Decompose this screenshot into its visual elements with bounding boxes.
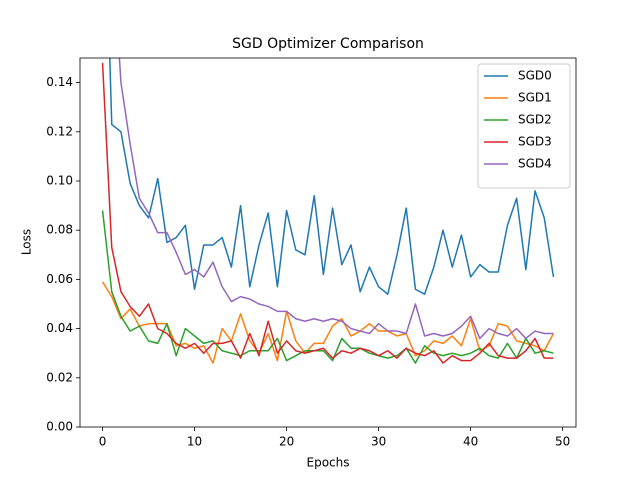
y-tick-label: 0.10 [46,174,73,188]
series-line [118,58,554,340]
x-tick-label: 0 [99,435,107,449]
series-line [109,58,555,295]
series-line [101,210,554,364]
y-tick-label: 0.08 [46,223,73,237]
x-tick-label: 40 [463,435,478,449]
legend-label: SGD1 [518,91,552,105]
y-tick-label: 0.12 [46,124,73,138]
legend-label: SGD2 [518,113,552,127]
y-tick-label: 0.02 [46,370,73,384]
y-tick-label: 0.14 [46,75,73,89]
legend-box [477,63,571,189]
x-axis-label: Epochs [307,456,350,470]
legend-label: SGD0 [518,69,552,83]
chart-title: SGD Optimizer Comparison [232,36,424,52]
x-tick-label: 10 [187,435,202,449]
y-tick-label: 0.04 [46,321,73,335]
series-line [101,281,555,364]
x-tick-label: 50 [555,435,570,449]
axes-frame [79,57,577,428]
legend-label: SGD3 [518,135,552,149]
plot-area [101,58,555,364]
y-tick-label: 0.00 [46,420,73,434]
series-line [101,62,554,364]
x-tick-label: 20 [279,435,294,449]
y-tick-label: 0.06 [46,272,73,286]
y-axis-label: Loss [20,229,34,255]
legend-label: SGD4 [518,157,552,171]
x-tick-label: 30 [371,435,386,449]
